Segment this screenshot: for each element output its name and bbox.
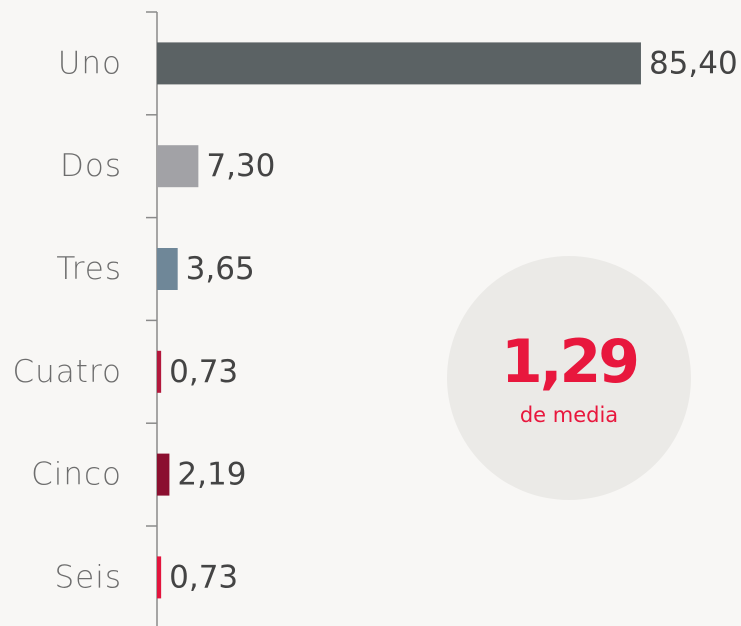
value-label: 7,30: [206, 148, 275, 184]
value-label: 0,73: [169, 559, 238, 595]
value-label: 0,73: [169, 354, 238, 390]
category-label: Uno: [58, 45, 122, 81]
category-label: Cuatro: [13, 354, 122, 390]
annotation-label: de media: [520, 403, 618, 427]
bar: [157, 145, 199, 188]
bar: [157, 248, 178, 290]
category-label: Cinco: [31, 457, 122, 493]
bar: [157, 350, 162, 393]
category-label: Tres: [56, 251, 122, 287]
category-label: Seis: [54, 559, 122, 595]
bar: [157, 42, 641, 85]
bar: [157, 556, 162, 599]
value-label: 2,19: [177, 457, 246, 493]
value-label: 3,65: [186, 251, 255, 287]
bar: [157, 453, 170, 496]
value-label: 85,40: [649, 45, 738, 81]
annotation-value: 1,29: [501, 327, 637, 397]
category-label: Dos: [60, 148, 122, 184]
annotation-circle: [447, 256, 691, 500]
